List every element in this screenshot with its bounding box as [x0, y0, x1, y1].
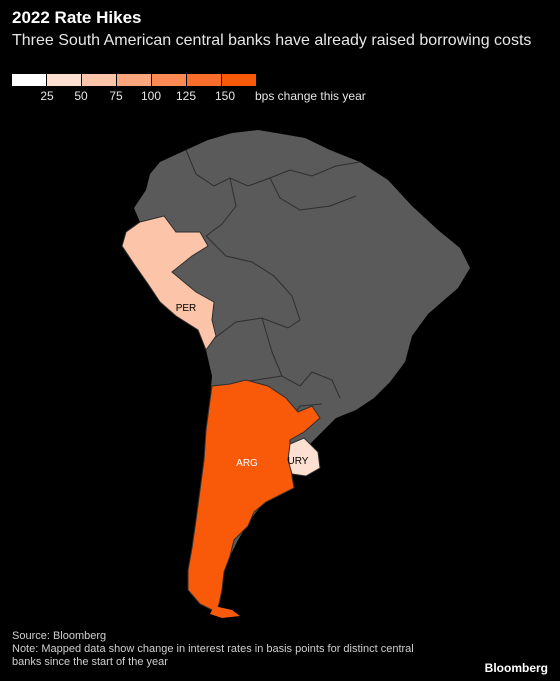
legend-tick-125: 125: [175, 89, 197, 103]
region-peru[interactable]: [121, 215, 217, 352]
chart-subtitle: Three South American central banks have …: [12, 32, 532, 49]
region-argentina[interactable]: [187, 379, 321, 613]
island-tierra-del-fuego: [210, 606, 240, 618]
legend-swatch-2: [82, 74, 116, 86]
region-label-argentina: ARG: [236, 458, 258, 469]
chart-title: 2022 Rate Hikes: [12, 8, 142, 27]
region-label-peru: PER: [176, 303, 197, 314]
bloomberg-logo: Bloomberg: [484, 661, 548, 675]
legend-unit-label: bps change this year: [255, 89, 366, 103]
legend-swatch-0: [12, 74, 46, 86]
legend-tick-100: 100: [140, 89, 162, 103]
legend-color-bar: [12, 74, 257, 86]
legend-swatch-3: [117, 74, 151, 86]
legend-swatch-1: [47, 74, 81, 86]
region-uruguay[interactable]: [287, 437, 321, 477]
legend-swatch-5: [187, 74, 221, 86]
continent-land: [122, 130, 470, 612]
country-borders: [185, 149, 361, 421]
legend-swatch-4: [152, 74, 186, 86]
region-label-uruguay: URY: [288, 456, 309, 467]
legend-tick-25: 25: [40, 89, 54, 103]
legend-tick-75: 75: [109, 89, 123, 103]
data-note: Note: Mapped data show change in interes…: [12, 643, 414, 668]
legend-tick-50: 50: [74, 89, 88, 103]
color-legend: 25 50 75 100 125 150 bps change this yea…: [12, 74, 372, 108]
legend-tick-150: 150: [214, 89, 236, 103]
legend-swatch-6: [222, 74, 256, 86]
source-note: Source: Bloomberg: [12, 630, 107, 642]
